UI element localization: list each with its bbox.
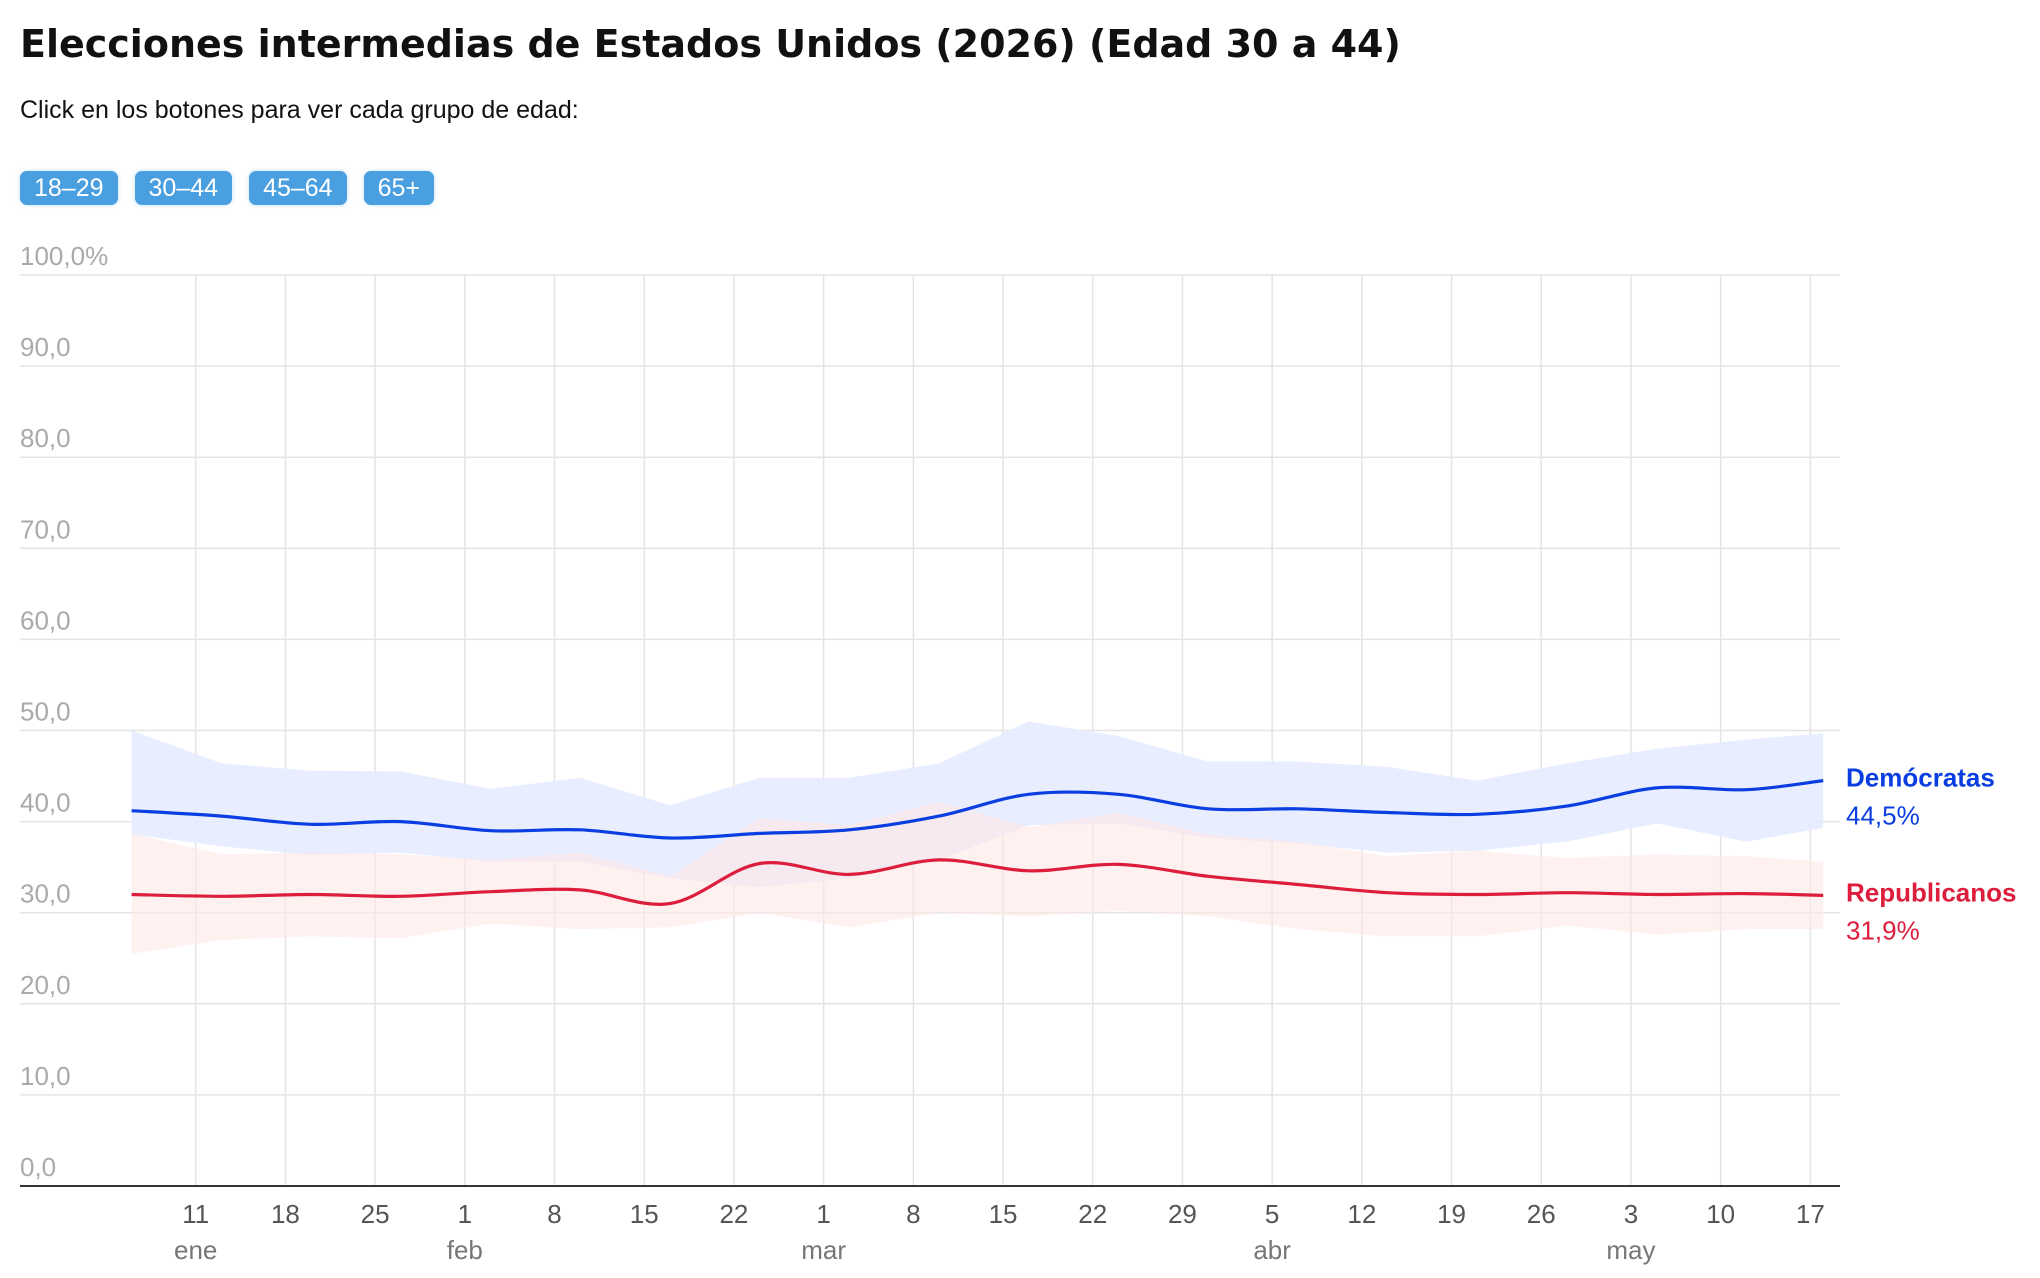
y-tick-label: 70,0 (20, 514, 71, 544)
page-title: Elecciones intermedias de Estados Unidos… (20, 22, 1401, 66)
x-tick-label: 1 (458, 1199, 472, 1229)
x-tick-label: 12 (1347, 1199, 1376, 1229)
band-demcratas (131, 721, 1824, 888)
axes: 100,0%90,080,070,060,050,040,030,020,010… (20, 241, 1840, 1265)
series-value-republicanos: 31,9% (1846, 915, 1920, 945)
x-tick-label: 22 (719, 1199, 748, 1229)
y-tick-label: 30,0 (20, 879, 71, 909)
y-tick-label: 100,0% (20, 241, 108, 271)
confidence-bands (131, 721, 1824, 954)
y-tick-label: 80,0 (20, 423, 71, 453)
band-republicanos (131, 801, 1824, 954)
x-month-label: may (1606, 1235, 1655, 1265)
x-tick-label: 5 (1265, 1199, 1279, 1229)
series-lines (131, 779, 1824, 906)
y-tick-label: 0,0 (20, 1152, 56, 1182)
y-tick-label: 50,0 (20, 697, 71, 727)
x-tick-label: 19 (1437, 1199, 1466, 1229)
age-18-29-button[interactable]: 18–29 (20, 171, 118, 205)
y-tick-label: 20,0 (20, 970, 71, 1000)
x-month-label: mar (801, 1235, 846, 1265)
x-month-label: abr (1253, 1235, 1291, 1265)
series-name-demcratas: Demócratas (1846, 763, 1995, 793)
line-republicanos (131, 858, 1824, 906)
x-tick-label: 3 (1624, 1199, 1638, 1229)
x-tick-label: 22 (1078, 1199, 1107, 1229)
x-tick-label: 8 (906, 1199, 920, 1229)
line-demcratas (131, 779, 1824, 840)
y-tick-label: 60,0 (20, 605, 71, 635)
x-tick-label: 1 (816, 1199, 830, 1229)
x-tick-label: 18 (271, 1199, 300, 1229)
x-tick-label: 26 (1527, 1199, 1556, 1229)
series-labels: Demócratas 44,5% Republicanos 31,9% (1846, 763, 2016, 946)
age-45-64-button[interactable]: 45–64 (249, 171, 347, 205)
y-tick-label: 10,0 (20, 1061, 71, 1091)
series-value-demcratas: 44,5% (1846, 801, 1920, 831)
age-30-44-button[interactable]: 30–44 (134, 171, 233, 205)
age-group-buttons: 18–29 30–44 45–64 65+ (20, 171, 435, 205)
x-tick-label: 15 (989, 1199, 1018, 1229)
age-65-plus-button[interactable]: 65+ (363, 171, 435, 205)
x-tick-label: 10 (1706, 1199, 1735, 1229)
series-name-republicanos: Republicanos (1846, 877, 2016, 907)
x-month-label: ene (174, 1235, 217, 1265)
x-tick-label: 8 (547, 1199, 561, 1229)
x-tick-label: 29 (1168, 1199, 1197, 1229)
grid-lines (20, 274, 1840, 1186)
page-subtitle: Click en los botones para ver cada grupo… (20, 96, 579, 124)
y-tick-label: 40,0 (20, 788, 71, 818)
x-tick-label: 11 (182, 1199, 209, 1229)
x-tick-label: 17 (1796, 1199, 1825, 1229)
y-tick-label: 90,0 (20, 332, 71, 362)
x-tick-label: 25 (361, 1199, 390, 1229)
x-tick-label: 15 (630, 1199, 659, 1229)
x-month-label: feb (447, 1235, 483, 1265)
